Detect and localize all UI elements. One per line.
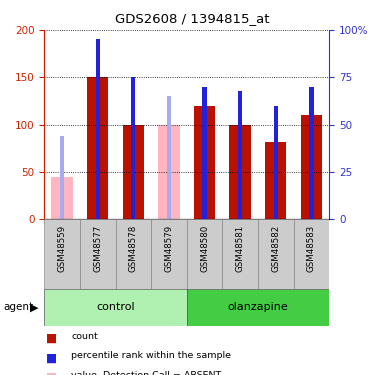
Bar [60,136,64,219]
Text: GSM48579: GSM48579 [164,225,173,272]
Bar [95,39,100,219]
FancyBboxPatch shape [44,289,187,326]
Bar [51,177,73,219]
Bar [203,87,207,219]
FancyBboxPatch shape [151,219,187,289]
Text: GSM48580: GSM48580 [200,225,209,272]
Bar [238,91,242,219]
Text: GSM48578: GSM48578 [129,225,138,272]
Bar [301,115,322,219]
Text: GSM48583: GSM48583 [307,225,316,272]
Text: control: control [96,303,135,312]
Bar [194,106,215,219]
Bar [274,106,278,219]
FancyBboxPatch shape [293,219,329,289]
Text: count: count [71,332,98,341]
FancyBboxPatch shape [187,219,223,289]
Text: value, Detection Call = ABSENT: value, Detection Call = ABSENT [71,371,221,375]
FancyBboxPatch shape [116,219,151,289]
Text: olanzapine: olanzapine [228,303,288,312]
Bar [265,142,286,219]
Bar [122,124,144,219]
Bar [87,77,109,219]
Text: GSM48577: GSM48577 [93,225,102,272]
Bar [131,77,136,219]
Text: GSM48559: GSM48559 [58,225,67,272]
FancyBboxPatch shape [223,219,258,289]
Text: ■: ■ [46,351,57,364]
Text: agent: agent [4,303,34,312]
FancyBboxPatch shape [258,219,293,289]
FancyBboxPatch shape [80,219,116,289]
Bar [309,87,313,219]
Bar [158,124,179,219]
Bar [229,124,251,219]
Bar [167,96,171,219]
Text: GSM48581: GSM48581 [236,225,244,272]
Text: GDS2608 / 1394815_at: GDS2608 / 1394815_at [115,12,270,25]
Text: GSM48582: GSM48582 [271,225,280,272]
Text: ■: ■ [46,371,57,375]
Text: ▶: ▶ [30,303,39,312]
Text: percentile rank within the sample: percentile rank within the sample [71,351,231,360]
FancyBboxPatch shape [44,219,80,289]
Text: ■: ■ [46,332,57,345]
FancyBboxPatch shape [187,289,329,326]
